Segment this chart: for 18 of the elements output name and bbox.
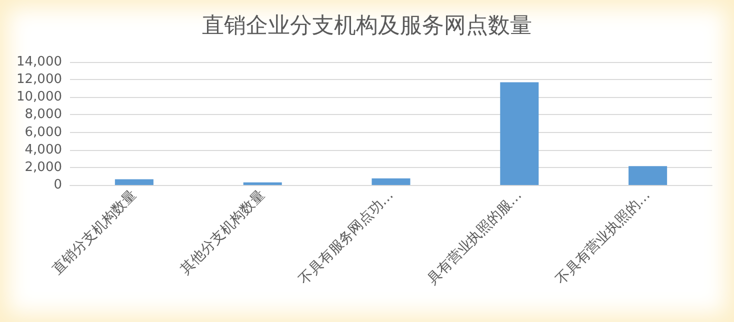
y-tick-label: 2,000 [24, 160, 62, 175]
x-tick-label: 具有营业执照的服… [424, 187, 526, 288]
bar [628, 166, 668, 185]
bar [243, 182, 282, 185]
x-tick-label: 不具有营业执照的… [553, 187, 654, 288]
x-tick-label: 其他分支机构数量 [178, 187, 268, 278]
y-tick-label: 6,000 [24, 124, 62, 140]
chart-title: 直销企业分支机构及服务网点数量 [202, 14, 532, 38]
y-tick-label: 0 [54, 178, 62, 192]
y-tick-label: 14,000 [16, 54, 62, 70]
y-tick-label: 4,000 [24, 142, 62, 158]
y-tick-label: 12,000 [16, 72, 62, 88]
x-tick-label: 不具有服务网点功… [296, 187, 397, 288]
bar [372, 178, 410, 185]
bar [500, 82, 539, 185]
y-tick-label: 8,000 [24, 107, 62, 122]
y-tick-label: 10,000 [16, 90, 62, 105]
bar [114, 179, 154, 185]
